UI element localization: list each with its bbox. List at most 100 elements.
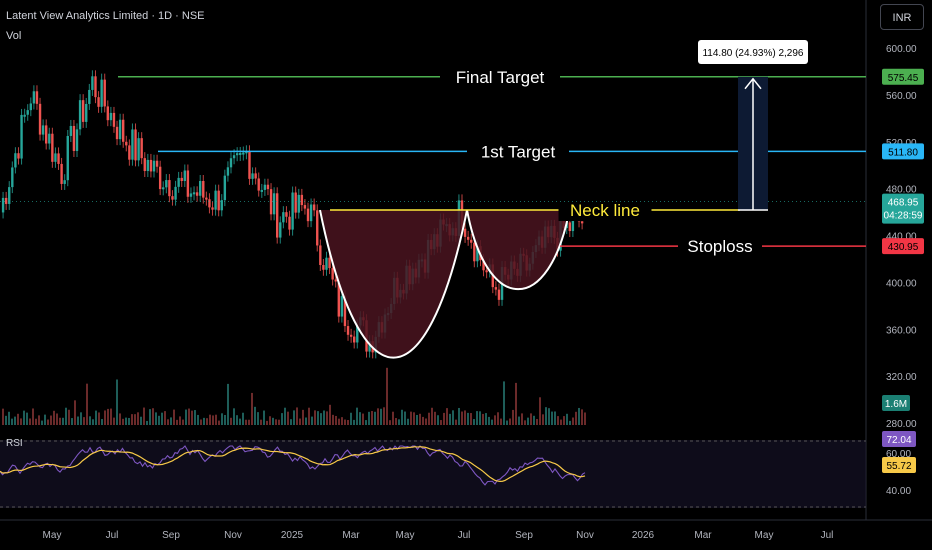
y-tick-label: 280.00	[886, 419, 917, 430]
volume-bar	[434, 411, 436, 425]
volume-bar	[419, 413, 421, 425]
volume-bar	[473, 419, 475, 425]
volume-bar	[317, 411, 319, 425]
volume-bar	[308, 407, 310, 425]
volume-bar	[386, 367, 388, 425]
candle-body	[272, 193, 276, 215]
volume-bar	[5, 415, 7, 425]
x-tick-label: Mar	[694, 530, 712, 541]
volume-bar	[62, 417, 64, 425]
volume-bar	[557, 416, 559, 425]
candle-body	[29, 103, 32, 111]
level-label-bg	[440, 65, 560, 88]
volume-bar	[182, 419, 184, 425]
candle-body	[316, 210, 319, 246]
volume-bar	[173, 409, 175, 425]
volume-bar	[98, 412, 100, 425]
volume-bar	[464, 410, 466, 425]
volume-bar	[479, 411, 481, 425]
volume-bar	[416, 414, 418, 425]
volume-bar	[563, 416, 565, 425]
x-tick-label: Mar	[342, 530, 360, 541]
candle-body	[115, 126, 119, 140]
volume-bar	[494, 415, 496, 425]
volume-bar	[14, 416, 16, 425]
volume-bar	[374, 411, 376, 425]
candle-body	[35, 91, 39, 104]
candle-body	[32, 91, 36, 104]
candle-body	[26, 110, 29, 115]
candle-body	[125, 141, 128, 146]
volume-bar	[500, 418, 502, 425]
candle-body	[51, 133, 54, 162]
volume-bar	[509, 418, 511, 425]
volume-label: Vol	[6, 30, 22, 42]
candle-body	[288, 216, 291, 230]
y-tick-label: 440.00	[886, 232, 917, 243]
volume-bar	[302, 409, 304, 425]
candle-body	[75, 129, 79, 152]
candle-body	[312, 204, 316, 211]
volume-bar	[455, 419, 457, 425]
volume-bar	[239, 418, 241, 425]
volume-bar	[422, 416, 424, 425]
currency-button[interactable]: INR	[880, 4, 924, 30]
candle-body	[257, 178, 260, 191]
candle-body	[118, 119, 122, 140]
x-tick-label: Nov	[224, 530, 242, 541]
candle-body	[473, 242, 476, 262]
candle-body	[85, 103, 88, 122]
volume-bar	[131, 414, 133, 425]
candle-body	[346, 326, 350, 335]
volume-bar	[65, 407, 67, 425]
cup-pattern-fill	[320, 210, 570, 358]
volume-bar	[446, 408, 448, 425]
candle-body	[463, 228, 467, 237]
volume-bar	[362, 413, 364, 425]
candle-body	[189, 193, 193, 197]
volume-bar	[548, 408, 550, 425]
volume-bar	[395, 418, 397, 425]
level-price-tag-text: 575.45	[888, 73, 919, 84]
candle-body	[128, 145, 131, 160]
candle-body	[248, 151, 251, 179]
volume-bar	[383, 407, 385, 425]
candle-body	[162, 187, 165, 190]
volume-bar	[35, 418, 37, 425]
level-label-bg	[467, 140, 569, 163]
volume-bar	[584, 412, 586, 425]
candle-body	[195, 192, 199, 196]
volume-bar	[104, 410, 106, 425]
candle-body	[165, 180, 168, 188]
volume-bar	[560, 419, 562, 425]
volume-bar	[101, 419, 103, 425]
volume-bar	[323, 410, 325, 425]
volume-bar	[575, 411, 577, 425]
candle-body	[97, 97, 100, 107]
volume-bar	[290, 419, 292, 425]
volume-bar	[326, 411, 328, 425]
x-tick-label: 2025	[281, 530, 304, 541]
volume-bar	[512, 409, 514, 425]
volume-bar	[92, 419, 94, 425]
volume-bar	[218, 420, 220, 425]
volume-bar	[167, 419, 169, 425]
volume-bar	[20, 418, 22, 425]
rsi-value-text: 72.04	[886, 435, 911, 446]
volume-bar	[2, 408, 4, 425]
volume-bar	[359, 412, 361, 425]
x-tick-label: Sep	[162, 530, 180, 541]
volume-bar	[554, 411, 556, 425]
volume-bar	[260, 419, 262, 425]
candle-body	[94, 76, 97, 98]
volume-bar	[77, 416, 79, 425]
volume-bar	[521, 413, 523, 425]
volume-bar	[470, 413, 472, 425]
volume-bar	[380, 408, 382, 425]
volume-bar	[461, 411, 463, 425]
candle-body	[568, 222, 571, 232]
candle-body	[494, 287, 498, 290]
volume-bar	[410, 411, 412, 425]
volume-bar	[236, 415, 238, 425]
